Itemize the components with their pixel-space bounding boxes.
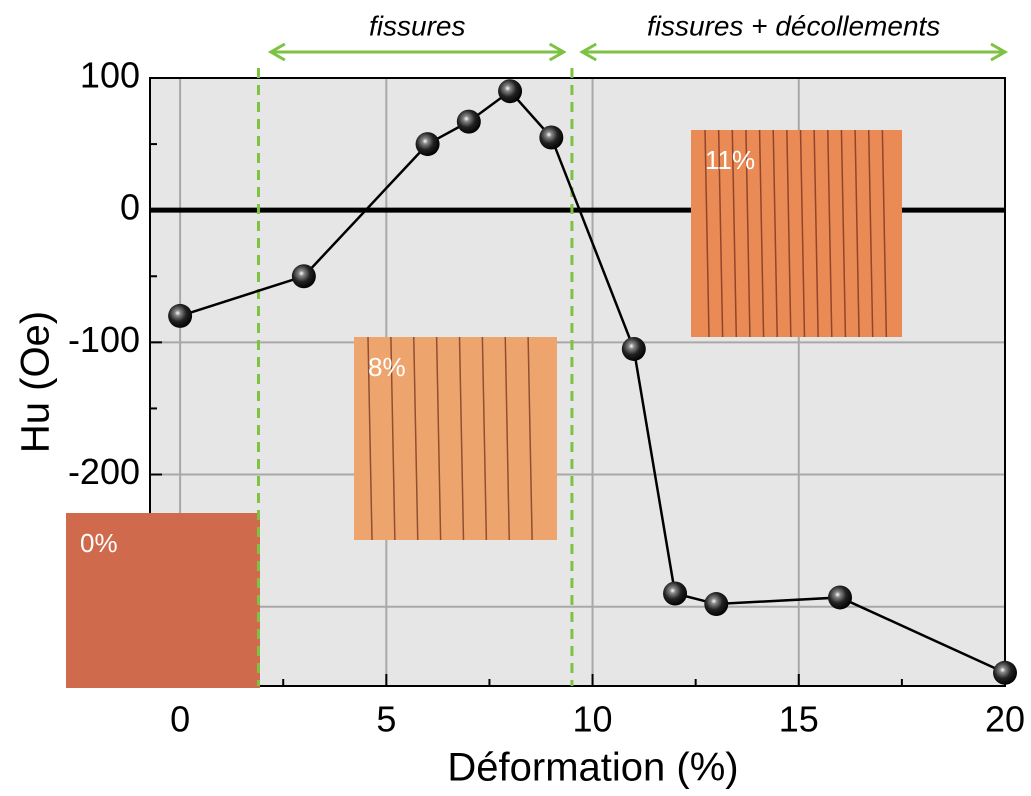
arrow-head xyxy=(267,42,286,62)
inset-crack xyxy=(799,129,806,338)
x-tick-label: 5 xyxy=(376,699,396,740)
inset-image: 11% xyxy=(691,129,902,338)
region-label: fissures + décollements xyxy=(647,10,940,41)
inset-crack xyxy=(527,336,533,541)
inset-crack xyxy=(840,129,847,338)
arrow-head xyxy=(579,42,597,62)
inset-crack xyxy=(813,129,819,338)
inset-image: 0% xyxy=(66,513,260,688)
inset-crack xyxy=(704,129,710,338)
data-point xyxy=(498,79,523,104)
data-point xyxy=(828,585,853,610)
inset-bg xyxy=(691,130,902,337)
inset-crack xyxy=(367,336,373,541)
inset-crack xyxy=(772,129,778,338)
data-point xyxy=(291,264,316,289)
data-point xyxy=(993,660,1017,685)
data-point xyxy=(621,336,646,361)
inset-crack xyxy=(717,129,724,338)
inset-crack xyxy=(504,336,510,541)
inset-label: 8% xyxy=(368,352,406,382)
inset-crack xyxy=(413,336,419,541)
inset-crack xyxy=(458,336,465,541)
inset-crack xyxy=(481,336,488,541)
data-point xyxy=(168,303,193,328)
inset-label: 0% xyxy=(80,528,118,558)
inset-crack xyxy=(881,129,888,338)
data-point xyxy=(539,125,564,150)
inset-crack xyxy=(854,129,860,338)
y-tick-label: 100 xyxy=(80,55,140,96)
plot-border xyxy=(149,77,1006,687)
inset-label: 11% xyxy=(705,145,755,175)
x-tick-label: 0 xyxy=(170,699,190,740)
x-tick-label: 10 xyxy=(573,699,613,740)
data-point xyxy=(704,592,729,617)
inset-image: 8% xyxy=(354,336,557,541)
region-label: fissures xyxy=(369,10,465,41)
data-point xyxy=(415,132,440,157)
arrow-head xyxy=(990,42,1009,62)
data-point xyxy=(456,109,481,134)
x-tick-label: 20 xyxy=(985,699,1025,740)
y-axis-title: Hu (Oe) xyxy=(14,311,58,453)
y-tick-label: -100 xyxy=(68,319,140,360)
inset-crack xyxy=(390,336,396,541)
inset-crack xyxy=(731,129,738,338)
inset-crack xyxy=(758,129,765,338)
inset-crack xyxy=(786,129,792,338)
inset-crack xyxy=(435,336,442,541)
y-tick-label: 0 xyxy=(120,187,140,228)
x-axis-title: Déformation (%) xyxy=(447,746,738,790)
inset-bg xyxy=(66,513,260,688)
inset-bg xyxy=(354,337,557,540)
inset-crack xyxy=(827,129,833,338)
arrow-head xyxy=(548,42,567,62)
y-tick-label: -200 xyxy=(68,451,140,492)
inset-crack xyxy=(745,129,751,338)
x-tick-label: 15 xyxy=(779,699,819,740)
data-point xyxy=(663,581,688,606)
inset-crack xyxy=(867,129,874,338)
